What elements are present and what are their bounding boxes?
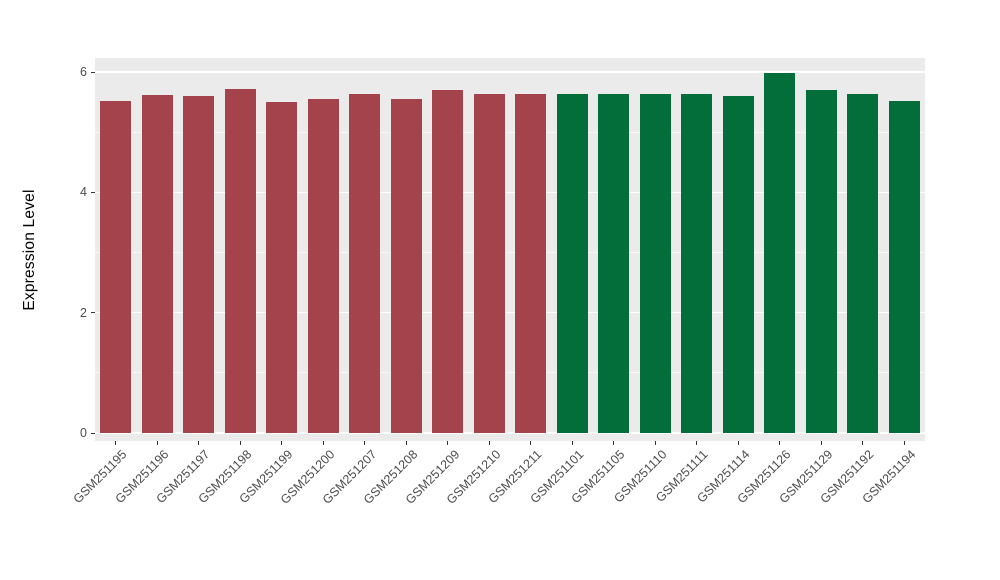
x-tick-mark [447, 441, 449, 445]
bar [847, 94, 879, 433]
y-tick-mark [91, 312, 95, 314]
x-tick-mark [115, 441, 117, 445]
x-tick-mark [530, 441, 532, 445]
gridline-major [95, 432, 925, 434]
bar [307, 99, 339, 433]
y-axis-title: Expression Level [21, 189, 38, 311]
x-tick-mark [281, 441, 283, 445]
bar [515, 94, 547, 433]
bar [888, 100, 920, 433]
bar [266, 102, 298, 433]
x-tick-mark [156, 441, 158, 445]
x-tick-mark [488, 441, 490, 445]
x-tick-mark [613, 441, 615, 445]
x-tick-mark [820, 441, 822, 445]
gridline-minor [95, 252, 925, 253]
x-tick-mark [364, 441, 366, 445]
x-tick-mark [198, 441, 200, 445]
bar [390, 99, 422, 433]
y-tick-label: 4 [80, 185, 87, 200]
bar [473, 94, 505, 433]
y-tick-label: 6 [80, 65, 87, 79]
bar [805, 90, 837, 433]
bar [141, 94, 173, 433]
bar [183, 96, 215, 433]
gridline-major [95, 71, 925, 73]
bar [224, 88, 256, 433]
gridline-minor [95, 372, 925, 374]
y-tick-label: 2 [80, 305, 87, 320]
x-tick-mark [862, 441, 864, 445]
y-tick-label: 0 [80, 426, 87, 440]
bar [598, 94, 630, 433]
bar [639, 94, 671, 433]
gridline-major [95, 191, 925, 194]
x-tick-mark [737, 441, 739, 445]
x-tick-mark [779, 441, 781, 445]
x-tick-mark [239, 441, 241, 445]
x-tick-mark [405, 441, 407, 445]
x-tick-mark [571, 441, 573, 445]
gridline-major [95, 311, 925, 314]
bar [556, 94, 588, 433]
x-tick-mark [903, 441, 905, 445]
plot-panel [95, 58, 925, 441]
bar [722, 96, 754, 433]
bar [681, 94, 713, 433]
bar [349, 94, 381, 433]
bar [432, 90, 464, 433]
x-tick-mark [322, 441, 324, 445]
gridline-minor [95, 131, 925, 133]
x-tick-mark [696, 441, 698, 445]
y-tick-mark [91, 432, 95, 434]
x-tick-mark [654, 441, 656, 445]
y-tick-mark [91, 71, 95, 73]
bar [100, 100, 132, 433]
y-tick-mark [91, 191, 95, 193]
bar [764, 73, 796, 433]
